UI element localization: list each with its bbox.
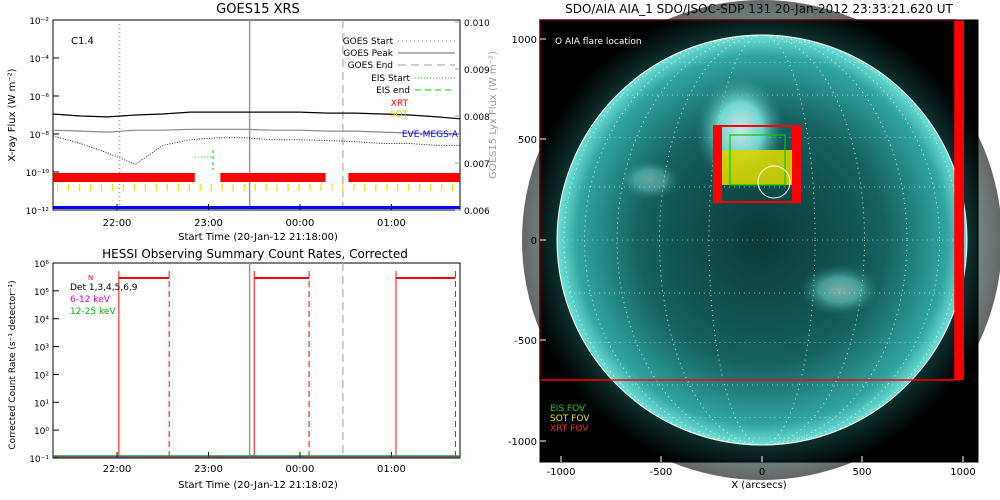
aia-y-tick-label: -500 [514,336,537,347]
xrt-coverage-bar [348,173,460,182]
aia-legend-xrt-fov: XRT FOV [550,424,589,434]
hessi-title: HESSI Observing Summary Count Rates, Cor… [102,247,408,261]
hessi-x-ticks: 22:00 23:00 00:00 01:00 [103,452,406,475]
hessi-plot-frame [52,262,461,459]
aia-legend-flare-location: O AIA flare location [555,37,642,47]
aia-bright-region-3 [620,160,680,200]
hessi-y-tick-label: 10⁶ [34,260,49,270]
aia-x-tick-label: 0 [759,467,765,478]
goes-plot-frame [52,19,461,211]
goes-y-tick-label: 10⁻² [29,17,49,27]
hessi-legend-det: Det 1,3,4,5,6,9 [70,283,138,293]
hessi-panel: HESSI Observing Summary Count Rates, Cor… [8,247,461,491]
legend-eis-start: EIS Start [371,74,410,84]
aia-xrt-fov-right-band [792,126,800,202]
hessi-y-tick-label: 10² [34,371,49,381]
goes-panel: GOES15 XRS 10⁻² 10⁻⁴ 10⁻⁶ 10⁻⁸ 10⁻¹⁰ 10⁻¹² 0.… [7,2,499,243]
goes-legend: GOES Start GOES Peak GOES End EIS Start … [343,37,459,140]
goes-series-2 [52,135,460,165]
goes-y-tick-label: 10⁻⁶ [29,93,49,103]
aia-bright-region-2 [800,265,880,315]
aia-longitude-line [616,34,908,446]
hessi-x-tick-label: 22:00 [103,464,132,475]
hessi-y-tick-label: 10⁻¹ [29,455,49,465]
goes-series-1 [52,128,461,135]
goes-y-right-tick-label: 0.007 [464,160,490,170]
legend-goes-start: GOES Start [343,37,394,47]
goes-x-tick-label: 23:00 [194,218,223,229]
goes-y-right-tick-label: 0.010 [464,19,490,29]
hessi-legend: Det 1,3,4,5,6,9 6-12 keV 12-25 keV N [70,274,138,317]
goes-ylabel-right: GOES15 Lyx Flux (W m⁻²) [488,51,499,179]
aia-x-tick-label: -500 [650,467,673,478]
aia-panel: SDO/AIA AIA_1 SDO/JSOC-SDP 131 20-Jan-20… [508,0,1000,491]
hessi-y-tick-label: 10³ [34,344,49,354]
aia-xrt-fov-left-band [714,126,722,202]
goes-class-label: C1.4 [71,36,94,47]
hessi-ylabel: Corrected Count Rate (s⁻¹ detector⁻¹) [8,280,18,449]
aia-y-tick-label: 500 [518,135,537,146]
aia-eis-fov [729,134,786,186]
goes-y-right-tick-label: 0.006 [464,207,490,217]
hessi-x-tick-label: 01:00 [377,464,406,475]
goes-y-tick-label: 10⁻¹² [26,207,50,217]
hessi-y-ticks: 10⁶ 10⁵ 10⁴ 10³ 10² 10¹ 10⁰ 10⁻¹ [29,260,59,465]
hessi-xlabel: Start Time (20-Jan-12 21:18:02) [178,480,338,491]
goes-x-tick-label: 22:00 [103,218,132,229]
goes-x-tick-label: 01:00 [377,218,406,229]
legend-eve: EVE-MEGS-A [402,130,459,140]
hessi-legend-band1: 6-12 keV [70,295,111,305]
legend-goes-end: GOES End [348,61,393,71]
legend-eis-end: EIS end [376,86,410,96]
goes-y-tick-label: 10⁻⁸ [29,131,49,141]
aia-legend-eis-fov: EIS FOV [550,404,586,414]
goes-y-tick-label: 10⁻⁴ [29,55,49,65]
aia-y-tick-label: -1000 [508,437,537,448]
aia-xrt-fov-edge [955,20,964,380]
aia-x-tick-label: 500 [852,467,871,478]
aia-longitude-line [659,34,865,446]
hessi-y-tick-label: 10¹ [34,399,49,409]
aia-axes: -1000 -500 0 500 1000 1000 500 0 -500 -1000 [508,19,979,478]
aia-frame [539,19,979,463]
goes-title: GOES15 XRS [216,2,300,17]
aia-legend-sot-fov: SOT FOV [550,414,590,424]
aia-x-tick-label: -1000 [546,467,575,478]
aia-flare-location [757,165,791,199]
aia-y-tick-label: 1000 [512,35,537,46]
hessi-x-tick-label: 00:00 [286,464,315,475]
goes-series-0 [52,111,461,120]
legend-sot: SOT [390,110,409,120]
goes-y-ticks: 10⁻² 10⁻⁴ 10⁻⁶ 10⁻⁸ 10⁻¹⁰ 10⁻¹² [26,17,59,217]
goes-xlabel: Start Time (20-Jan-12 21:18:00) [178,232,338,243]
hessi-plot-area [53,263,460,458]
goes-ylabel: X-ray Flux (W m⁻²) [7,68,18,161]
hessi-night-marker: N [88,274,93,282]
hessi-y-tick-label: 10⁵ [34,288,49,298]
hessi-y-tick-label: 10⁴ [34,316,49,326]
eve-coverage-bar [53,206,460,209]
aia-x-tick-label: 1000 [950,467,975,478]
goes-y-tick-label: 10⁻¹⁰ [26,169,50,179]
aia-longitude-line [584,34,940,446]
hessi-y-tick-label: 10⁰ [34,427,49,437]
legend-xrt: XRT [391,99,409,109]
legend-goes-peak: GOES Peak [343,49,393,59]
hessi-legend-band2: 12-25 keV [70,307,116,317]
hessi-x-tick-label: 23:00 [194,464,223,475]
aia-fov-legend: EIS FOV SOT FOV XRT FOV [550,404,590,434]
goes-plot-area [52,20,461,210]
aia-xlabel: X (arcsecs) [731,480,787,491]
goes-y-right-tick-label: 0.009 [464,66,490,76]
aia-y-tick-label: 0 [531,236,537,247]
xrt-coverage-bar [53,173,195,182]
xrt-coverage-bar [220,173,326,182]
aia-grid-dots [557,34,967,446]
goes-x-ticks: 22:00 23:00 00:00 01:00 [103,204,406,229]
goes-y-right-tick-label: 0.008 [464,113,490,123]
goes-y-ticks-right: 0.010 0.009 0.008 0.007 0.006 [455,19,490,217]
goes-x-tick-label: 00:00 [286,218,315,229]
